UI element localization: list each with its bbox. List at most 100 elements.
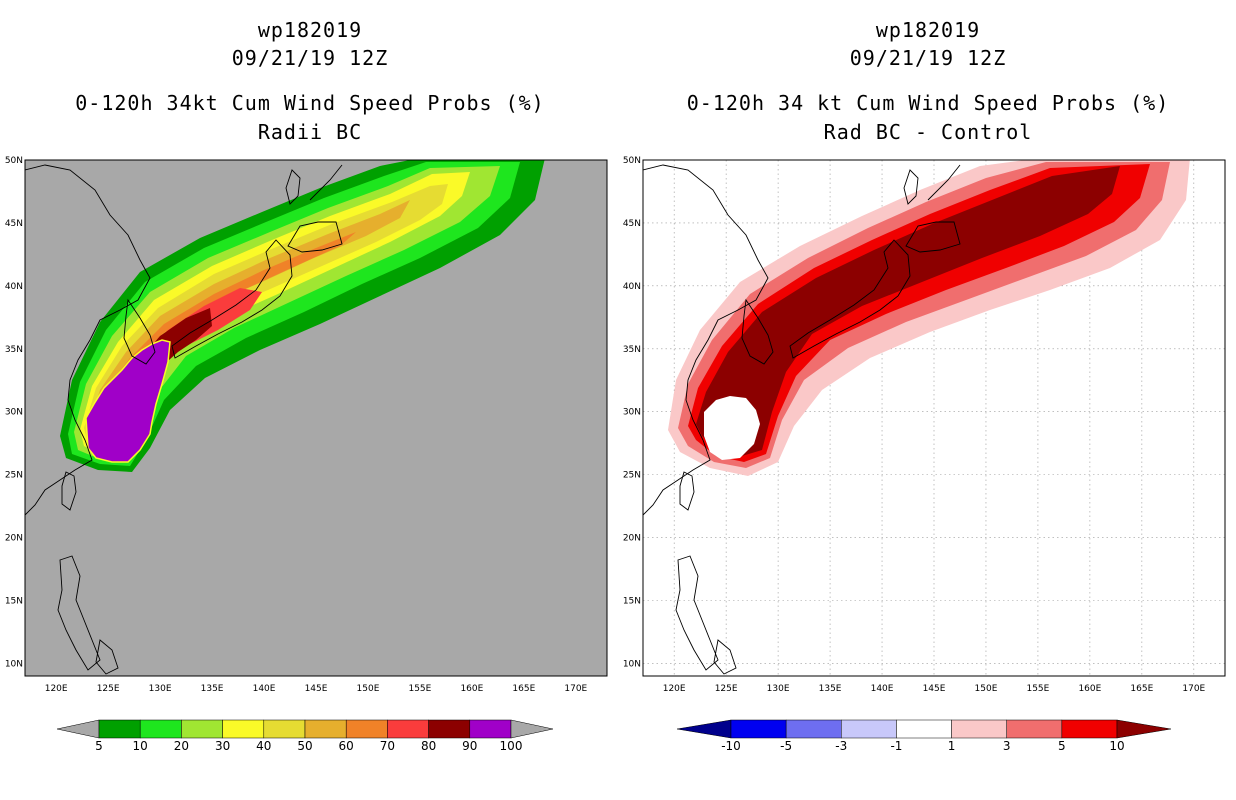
left-colorbar: 5 10 20 30 40 50 60 70 80 90 100 [56, 719, 554, 753]
diff-5pct [688, 164, 1150, 462]
colorbar-box [841, 719, 897, 739]
right-difference-swath [668, 160, 1190, 476]
right-datetime: 09/21/19 12Z [849, 46, 1007, 70]
left-lon-labels: 120E 125E 130E 135E 140E 145E 150E 155E 160E 165E… [45, 684, 588, 694]
coast-china-korea [25, 164, 151, 516]
lon-tick-label: 130E [767, 684, 790, 694]
lat-tick-label: 30N [5, 408, 23, 418]
right-lat-labels: 10N 15N 20N 25N 30N 35N 40N 45N 50N [623, 156, 641, 669]
colorbar-box [951, 719, 1007, 739]
lat-tick-label: 20N [5, 534, 23, 544]
colorbar-label: 100 [500, 739, 523, 753]
coast-china-korea [643, 164, 769, 516]
coast-japan [171, 164, 343, 359]
lon-tick-label: 125E [715, 684, 738, 694]
colorbar-label: 10 [1109, 739, 1124, 753]
lon-tick-label: 135E [819, 684, 842, 694]
lat-tick-label: 30N [623, 408, 641, 418]
colorbar-label: -5 [780, 739, 792, 753]
coast-korea [123, 298, 156, 365]
lat-tick-label: 40N [623, 282, 641, 292]
colorbar-label: 5 [1058, 739, 1066, 753]
colorbar-box [345, 719, 388, 739]
colorbar-right-arrow [510, 719, 554, 739]
lat-tick-label: 35N [623, 345, 641, 355]
lat-tick-label: 20N [623, 534, 641, 544]
lat-tick-label: 10N [5, 659, 23, 669]
diff-10pct [696, 166, 1120, 456]
lon-tick-label: 120E [45, 684, 68, 694]
lon-tick-label: 170E [1182, 684, 1205, 694]
coast-sakhalin [903, 169, 919, 205]
lon-tick-label: 145E [923, 684, 946, 694]
left-map-panel [24, 159, 608, 677]
lat-tick-label: 15N [5, 596, 23, 606]
right-lon-labels: 120E 125E 130E 135E 140E 145E 150E 155E 160E 165E… [663, 684, 1206, 694]
left-map-frame [24, 159, 608, 677]
colorbar-left-arrow [676, 719, 732, 739]
colorbar-label: 3 [1003, 739, 1011, 753]
lon-tick-label: 120E [663, 684, 686, 694]
right-map-frame [642, 159, 1226, 677]
right-colorbar: -10 -5 -3 -1 1 3 5 10 [676, 719, 1172, 753]
colorbar-label: 80 [421, 739, 436, 753]
lon-tick-label: 160E [460, 684, 483, 694]
right-map-panel [642, 159, 1226, 677]
lon-tick-label: 140E [253, 684, 276, 694]
coast-korea [741, 298, 774, 365]
swath-100pct-core [85, 339, 171, 463]
colorbar-label: 90 [462, 739, 477, 753]
lat-tick-label: 45N [5, 219, 23, 229]
coast-taiwan [61, 471, 77, 511]
right-subtitle: Rad BC - Control [823, 120, 1033, 144]
left-coastlines [25, 164, 343, 675]
left-subtitle: Radii BC [257, 120, 363, 144]
colorbar-label: 5 [95, 739, 103, 753]
colorbar-label: 50 [297, 739, 312, 753]
right-title: 0-120h 34 kt Cum Wind Speed Probs (%) [686, 91, 1170, 115]
colorbar-box [222, 719, 265, 739]
colorbar-label: 30 [215, 739, 230, 753]
colorbar-box [1006, 719, 1063, 739]
colorbar-box [98, 719, 141, 739]
colorbar-label: -3 [835, 739, 847, 753]
coast-taiwan [679, 471, 695, 511]
colorbar-box [304, 719, 347, 739]
diff-near-zero-core [704, 396, 760, 460]
lon-tick-label: 150E [357, 684, 380, 694]
coast-philippines [675, 555, 737, 675]
left-title: 0-120h 34kt Cum Wind Speed Probs (%) [75, 91, 545, 115]
colorbar-box [428, 719, 471, 739]
lat-tick-label: 40N [5, 282, 23, 292]
colorbar-right-arrow [1116, 719, 1172, 739]
lon-tick-label: 125E [97, 684, 120, 694]
lon-tick-label: 150E [975, 684, 998, 694]
left-storm-id: wp182019 [257, 18, 363, 42]
lat-tick-label: 50N [623, 156, 641, 166]
colorbar-box [139, 719, 182, 739]
right-coastlines [643, 164, 961, 675]
colorbar-label: 40 [256, 739, 271, 753]
colorbar-left-arrow [56, 719, 100, 739]
colorbar-box [181, 719, 223, 739]
lon-tick-label: 140E [871, 684, 894, 694]
lon-tick-label: 170E [564, 684, 587, 694]
colorbar-box [1061, 719, 1118, 739]
lon-tick-label: 145E [305, 684, 328, 694]
lon-tick-label: 165E [1130, 684, 1153, 694]
left-probability-swath [60, 160, 545, 472]
colorbar-box [785, 719, 842, 739]
lat-tick-label: 15N [623, 596, 641, 606]
lat-tick-label: 50N [5, 156, 23, 166]
colorbar-label: 60 [339, 739, 354, 753]
left-lat-labels: 10N 15N 20N 25N 30N 35N 40N 45N 50N [5, 156, 23, 669]
coast-philippines [57, 555, 119, 675]
lon-tick-label: 160E [1078, 684, 1101, 694]
colorbar-box [469, 719, 512, 739]
left-datetime: 09/21/19 12Z [231, 46, 389, 70]
colorbar-box [387, 719, 429, 739]
lat-tick-label: 10N [623, 659, 641, 669]
lon-tick-label: 165E [512, 684, 535, 694]
lat-tick-label: 25N [5, 471, 23, 481]
